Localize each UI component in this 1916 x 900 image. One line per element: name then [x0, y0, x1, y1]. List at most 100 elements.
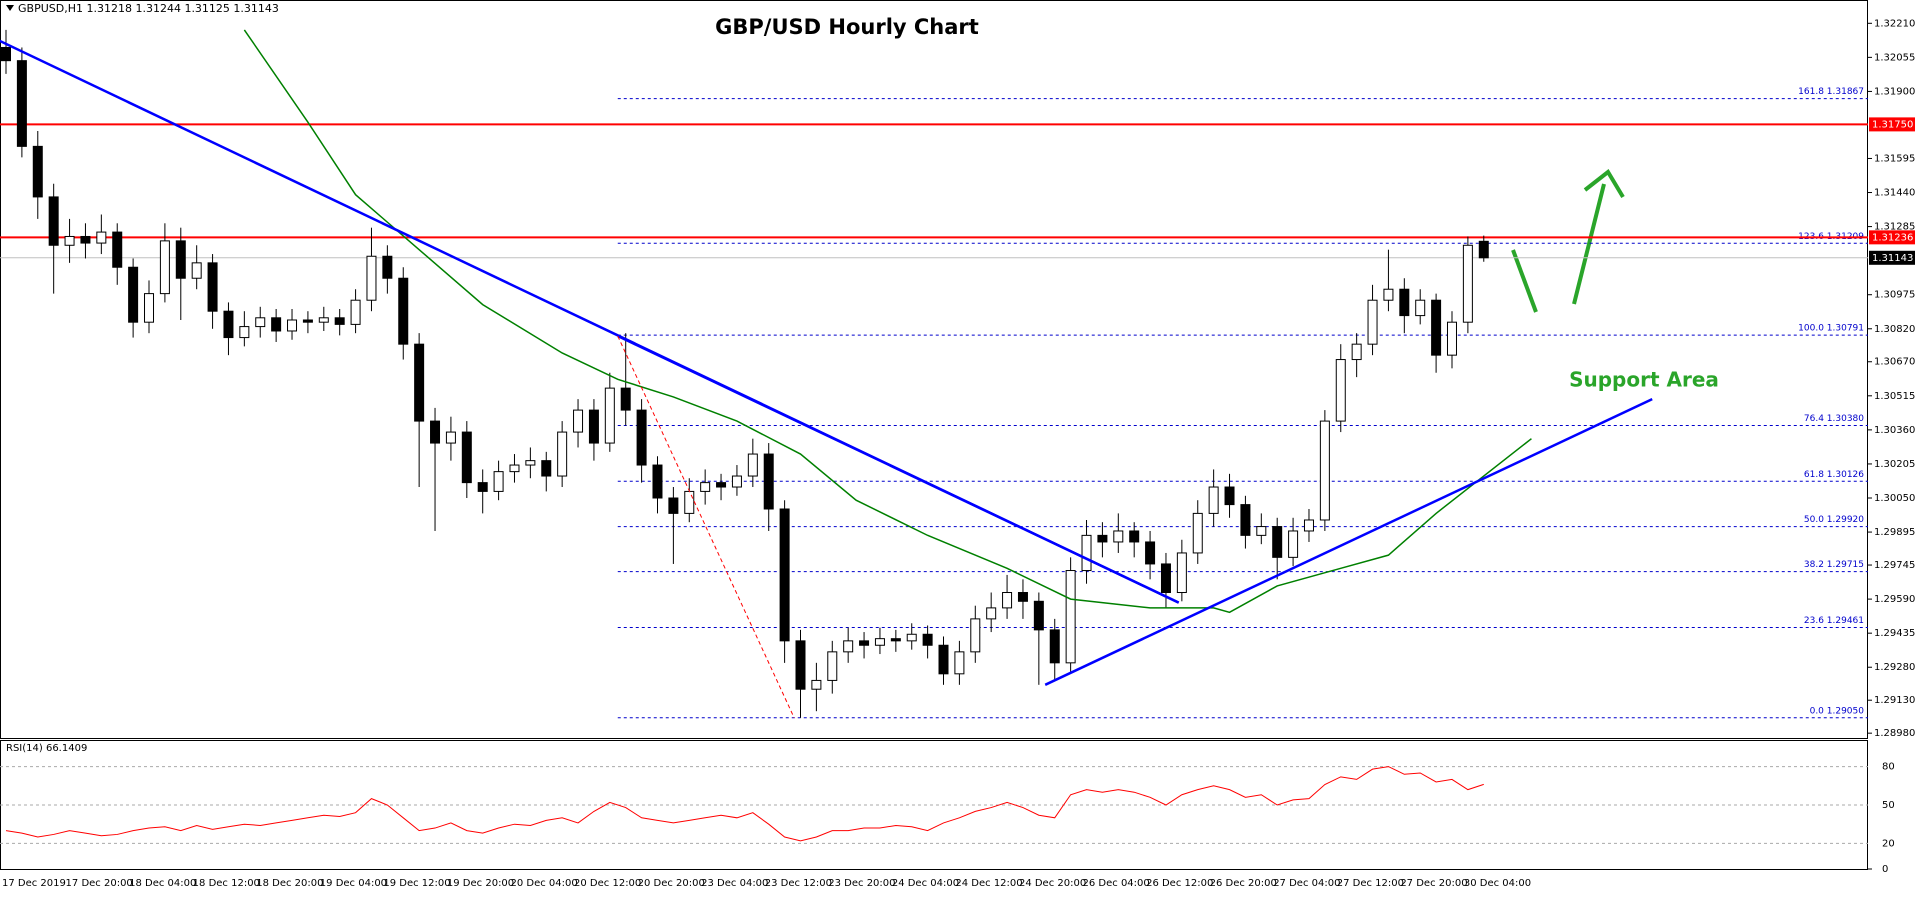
fib-label: 76.4 1.30380	[1804, 414, 1864, 424]
y-tick-label: 1.31440	[1874, 188, 1915, 199]
candle-body	[970, 618, 981, 653]
candle-body	[382, 255, 393, 279]
candle-body	[1303, 519, 1314, 532]
candle-body	[1399, 288, 1410, 317]
candle-body	[1256, 526, 1267, 536]
y-tick-label: 1.30975	[1874, 290, 1915, 301]
candle-body	[890, 638, 901, 642]
trendline	[617, 335, 795, 718]
y-tick-label: 1.32210	[1874, 18, 1915, 29]
candle-body	[684, 490, 695, 514]
candle-body	[668, 497, 679, 514]
y-tick-label: 1.29435	[1874, 628, 1915, 639]
x-tick-label: 20 Dec 20:00	[638, 878, 705, 889]
candle-body	[1208, 486, 1219, 514]
candle-body	[525, 460, 536, 466]
x-tick-label: 26 Dec 04:00	[1083, 878, 1150, 889]
candle-body	[557, 431, 568, 477]
candle-body	[112, 231, 123, 268]
candle-body	[1446, 321, 1457, 356]
candle-body	[1097, 534, 1108, 543]
price-label-bg	[1869, 250, 1915, 265]
candle-body	[652, 464, 663, 499]
fib-label: 38.2 1.29715	[1804, 560, 1864, 570]
x-tick-label: 20 Dec 04:00	[510, 878, 577, 889]
rsi-label: RSI(14) 66.1409	[6, 743, 87, 754]
x-tick-label: 19 Dec 20:00	[447, 878, 514, 889]
fib-label: 61.8 1.30126	[1804, 470, 1864, 480]
price-label-bg	[1869, 117, 1915, 132]
candle-body	[445, 431, 456, 444]
candle-body	[430, 420, 441, 444]
fib-label: 100.0 1.30791	[1798, 324, 1864, 334]
candle-body	[302, 319, 313, 323]
candle-body	[716, 482, 727, 488]
candle-body	[287, 319, 298, 332]
candle-body	[414, 343, 425, 422]
candle-body	[636, 409, 647, 466]
candle-body	[255, 317, 266, 328]
candle-body	[144, 293, 155, 323]
header-icon	[6, 5, 14, 11]
candle-body	[398, 277, 409, 345]
candle-body	[874, 638, 885, 646]
y-tick-label: 1.30670	[1874, 357, 1915, 368]
candle-body	[1224, 486, 1235, 506]
y-tick-label: 1.30820	[1874, 324, 1915, 335]
y-tick-label: 1.29745	[1874, 560, 1915, 571]
y-tick-label: 1.30205	[1874, 459, 1915, 470]
candle-body	[938, 644, 949, 675]
rsi-tick-label: 20	[1882, 838, 1895, 849]
candle-body	[1319, 420, 1330, 521]
candle-body	[175, 240, 186, 279]
x-tick-label: 18 Dec 04:00	[129, 878, 196, 889]
candle-body	[1367, 299, 1378, 345]
candle-body	[159, 240, 170, 295]
candle-body	[207, 262, 218, 312]
candle-body	[954, 651, 965, 675]
rsi-panel	[0, 740, 1868, 870]
y-tick-label: 1.29895	[1874, 527, 1915, 538]
x-tick-label: 27 Dec 12:00	[1337, 878, 1404, 889]
candle-body	[1462, 244, 1473, 323]
candle-body	[1272, 526, 1283, 558]
x-tick-label: 27 Dec 20:00	[1400, 878, 1467, 889]
candle-body	[477, 482, 488, 492]
candle-body	[795, 640, 806, 690]
candle-body	[334, 317, 345, 325]
x-tick-label: 24 Dec 20:00	[1019, 878, 1086, 889]
price-label: 1.31236	[1872, 232, 1913, 243]
x-tick-label: 23 Dec 12:00	[765, 878, 832, 889]
price-label: 1.31143	[1872, 253, 1913, 264]
trendline	[1044, 397, 1653, 686]
candle-body	[493, 471, 504, 492]
arrow-down	[1511, 249, 1538, 313]
candle-body	[986, 607, 997, 620]
candle-body	[366, 255, 377, 301]
candle-body	[1431, 299, 1442, 356]
candle-body	[588, 409, 599, 444]
candle-body	[96, 231, 107, 244]
candle-body	[1017, 592, 1028, 602]
y-tick-label: 1.28980	[1874, 728, 1915, 739]
x-tick-label: 23 Dec 04:00	[701, 878, 768, 889]
x-tick-label: 19 Dec 04:00	[320, 878, 387, 889]
moving-average	[243, 29, 1532, 614]
x-tick-label: 17 Dec 20:00	[66, 878, 133, 889]
candle-body	[573, 409, 584, 433]
candle-body	[541, 460, 552, 477]
rsi-tick-label: 50	[1882, 800, 1895, 811]
fib-label: 50.0 1.29920	[1804, 515, 1864, 525]
header: GBPUSD,H1 1.31218 1.31244 1.31125 1.3114…	[18, 2, 279, 15]
candle-body	[318, 317, 329, 323]
candle-body	[604, 387, 615, 444]
y-tick-label: 1.29280	[1874, 662, 1915, 673]
price-label: 1.31750	[1872, 119, 1913, 130]
candle-body	[1129, 530, 1140, 543]
candle-body	[827, 651, 838, 681]
candle-body	[64, 235, 75, 246]
candle-body	[1, 46, 11, 62]
candle-body	[271, 317, 282, 332]
candle-body	[128, 266, 139, 323]
